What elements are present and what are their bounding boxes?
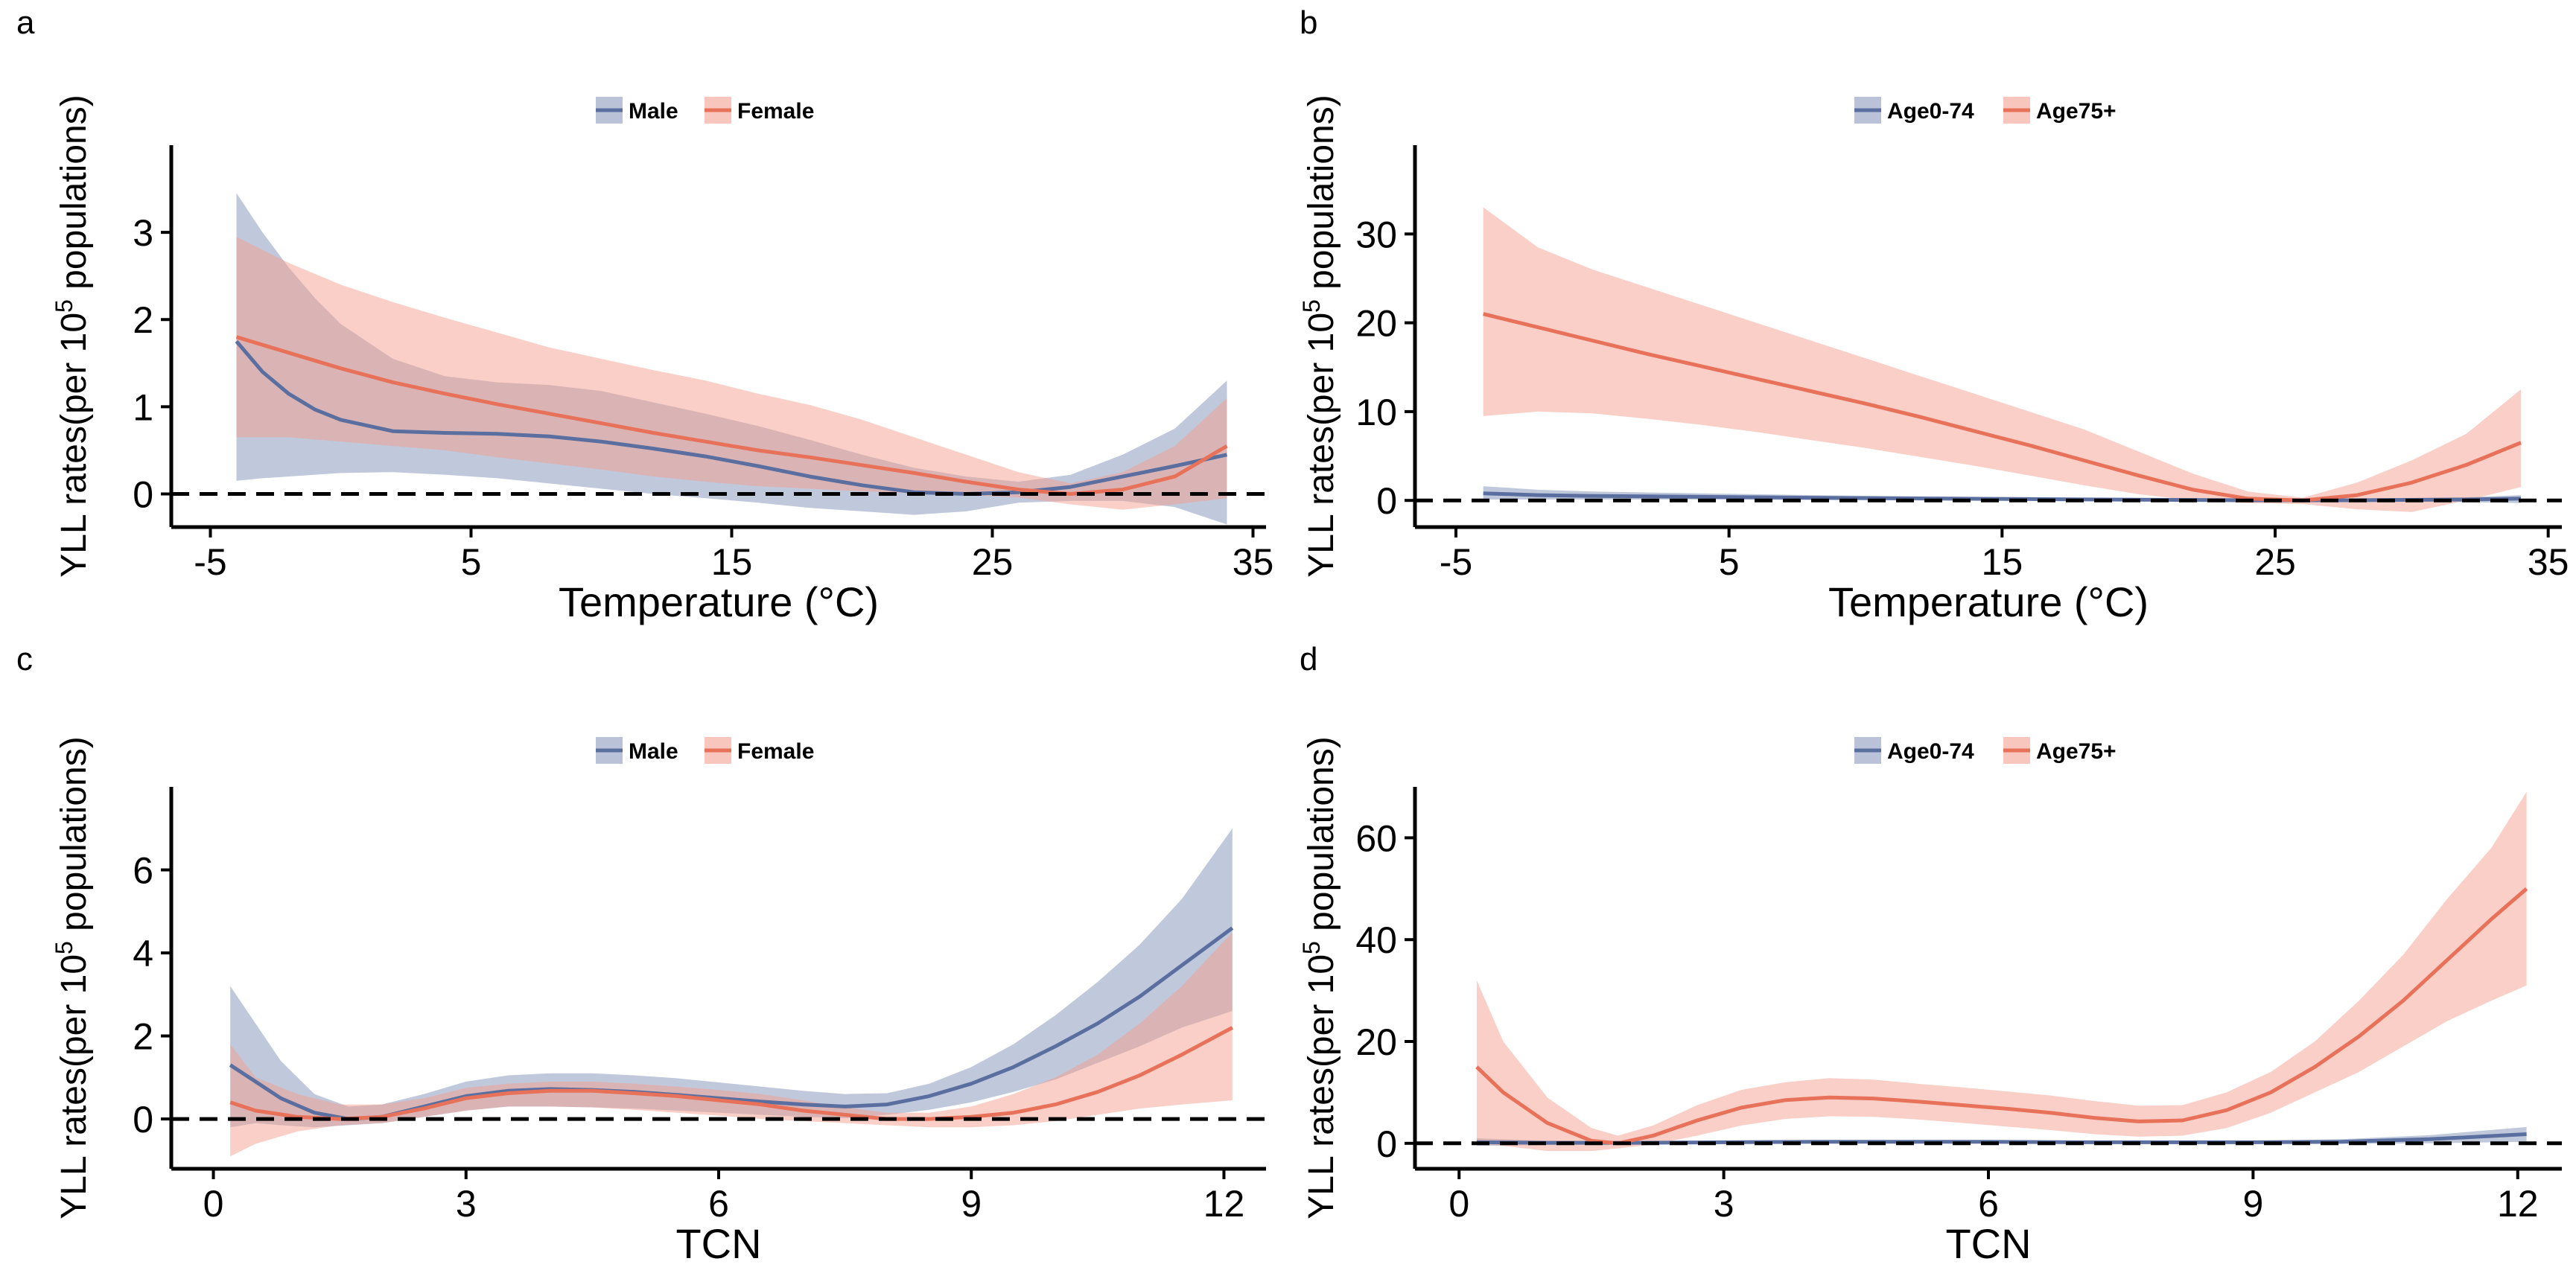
x-tick-label: -5 [1440, 541, 1472, 583]
legend-label: Age75+ [2036, 739, 2117, 764]
y-axis-title-tail: populations) [54, 736, 94, 941]
x-tick-label: 5 [461, 541, 482, 583]
x-tick-label: 35 [1233, 541, 1274, 583]
y-tick-label: 0 [133, 1099, 153, 1140]
y-tick-label: 0 [1376, 480, 1397, 522]
x-tick-label: 15 [711, 541, 753, 583]
x-tick-label: 0 [1448, 1183, 1469, 1225]
panel-c: c YLL rates(per 105 populations) 0 3 6 9 12 0 2 4… [16, 641, 1266, 1267]
y-axis-title-superscript: 5 [51, 299, 77, 313]
series-line-age0-74 [1483, 491, 2522, 502]
y-axis-title: YLL rates(per 105 populations) [51, 736, 94, 1219]
x-tick-label: 9 [2242, 1183, 2263, 1225]
legend-label: Age0-74 [1887, 739, 1974, 764]
x-tick-label: 9 [961, 1183, 982, 1225]
y-axis-title-tail: populations) [1302, 736, 1341, 941]
panel-tag: d [1300, 641, 1317, 677]
panel-tag: c [16, 641, 33, 677]
legend: Male Female [596, 97, 814, 124]
y-tick-label: 0 [1376, 1123, 1397, 1165]
y-axis-title-main: YLL rates(per 10 [1302, 313, 1341, 578]
ci-band-female [230, 932, 1233, 1157]
legend-label: Female [737, 739, 814, 764]
y-axis-title: YLL rates(per 105 populations) [51, 95, 94, 577]
x-tick-label: 35 [2528, 541, 2569, 583]
legend: Age0-74 Age75+ [1854, 737, 2117, 764]
y-tick-label: 6 [133, 850, 153, 892]
y-tick-label: 4 [133, 933, 153, 974]
x-tick-label: 3 [456, 1183, 477, 1225]
y-axis-title-tail: populations) [54, 95, 94, 299]
legend: Male Female [596, 737, 814, 764]
y-axis-title-main: YLL rates(per 10 [54, 954, 94, 1219]
x-tick-label: -5 [194, 541, 226, 583]
panel-d: d YLL rates(per 105 populations) 0 3 6 9 12 0 20… [1298, 641, 2562, 1267]
y-tick-label: 20 [1355, 303, 1397, 345]
ci-band-age75- [1476, 791, 2527, 1152]
x-axis-title: TCN [675, 1220, 761, 1267]
y-tick-label: 40 [1355, 919, 1397, 961]
legend: Age0-74 Age75+ [1854, 97, 2117, 124]
ci-band-age75- [1483, 207, 2521, 512]
y-tick-label: 30 [1355, 214, 1397, 255]
series-line-female [229, 1026, 1233, 1121]
y-tick-label: 0 [133, 473, 153, 515]
x-tick-label: 0 [203, 1183, 224, 1225]
y-axis-title-superscript: 5 [1298, 941, 1325, 954]
x-tick-label: 12 [1203, 1183, 1245, 1225]
y-axis-title-main: YLL rates(per 10 [1302, 954, 1341, 1219]
x-tick-label: 25 [972, 541, 1014, 583]
x-tick-label: 3 [1714, 1183, 1734, 1225]
y-axis-title-superscript: 5 [1298, 299, 1325, 313]
y-tick-label: 2 [133, 299, 153, 341]
y-axis-title-main: YLL rates(per 10 [54, 313, 94, 578]
legend-label: Male [629, 739, 678, 764]
y-tick-label: 1 [133, 386, 153, 428]
panel-tag: a [16, 4, 35, 41]
ci-band-female [236, 237, 1227, 510]
x-tick-label: 12 [2497, 1183, 2539, 1225]
x-tick-label: 6 [1978, 1183, 1999, 1225]
legend-label: Age75+ [2036, 99, 2117, 124]
y-tick-label: 20 [1355, 1021, 1397, 1063]
legend-label: Age0-74 [1887, 99, 1974, 124]
y-axis-title: YLL rates(per 105 populations) [1298, 95, 1341, 577]
legend-label: Female [737, 99, 814, 124]
y-tick-label: 60 [1355, 817, 1397, 859]
y-axis-title-tail: populations) [1302, 95, 1341, 299]
x-axis-title: Temperature (°C) [1828, 578, 2149, 625]
y-axis-title-superscript: 5 [51, 941, 77, 954]
x-tick-label: 15 [1982, 541, 2023, 583]
x-tick-label: 6 [708, 1183, 729, 1225]
x-axis-title: TCN [1945, 1220, 2031, 1267]
x-tick-label: 25 [2254, 541, 2296, 583]
y-tick-label: 2 [133, 1016, 153, 1058]
y-axis-title: YLL rates(per 105 populations) [1298, 736, 1341, 1219]
x-axis-title: Temperature (°C) [559, 578, 879, 625]
y-tick-label: 3 [133, 212, 153, 254]
y-tick-label: 10 [1355, 392, 1397, 433]
series-line-age75- [1483, 312, 2522, 502]
panel-tag: b [1300, 4, 1317, 41]
legend-label: Male [629, 99, 678, 124]
x-tick-label: 5 [1719, 541, 1740, 583]
series-line-male [235, 339, 1228, 496]
